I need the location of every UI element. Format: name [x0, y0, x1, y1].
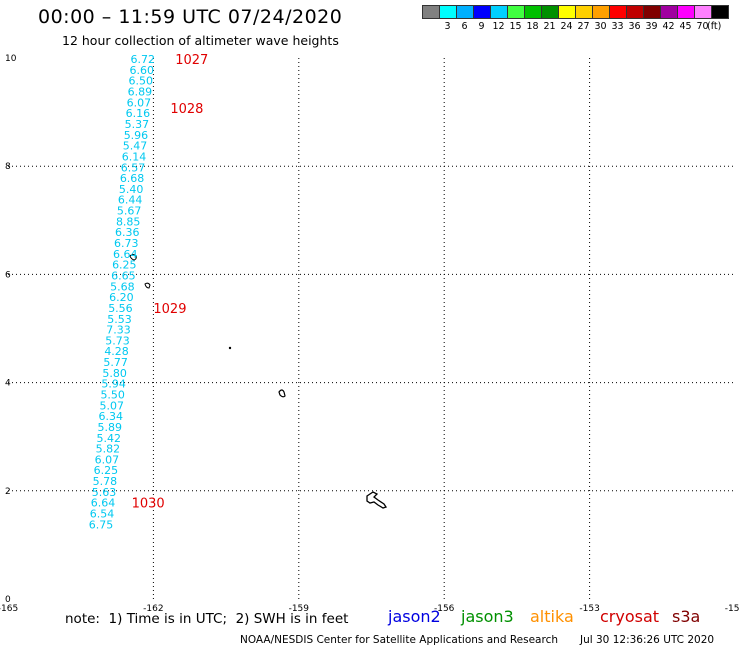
legend-label: 30 [594, 21, 607, 32]
wave-height-value: 6.07 [127, 96, 152, 109]
legend-label: 21 [543, 21, 556, 32]
wave-height-track: 6.726.606.506.896.076.165.375.965.476.14… [89, 53, 155, 531]
wave-height-value: 5.50 [100, 389, 125, 402]
legend-label: 42 [662, 21, 675, 32]
y-tick-label: 10 [5, 54, 17, 64]
wave-height-value: 5.68 [110, 280, 135, 293]
wave-height-value: 5.78 [93, 475, 118, 488]
wave-height-value: 6.50 [129, 75, 154, 88]
x-tick-label: -150 [725, 604, 740, 614]
wave-height-value: 6.73 [114, 237, 139, 250]
wave-height-value: 5.07 [99, 399, 124, 412]
track-time-label: 1027 [175, 53, 208, 68]
wave-height-value: 5.89 [98, 421, 123, 434]
wave-height-value: 5.94 [101, 378, 126, 391]
wave-height-value: 6.64 [113, 248, 138, 261]
y-tick-label: 4 [5, 379, 11, 389]
wave-height-value: 5.47 [123, 140, 148, 153]
legend-label: 70 [696, 21, 709, 32]
wave-height-value: 5.77 [103, 356, 128, 369]
wave-height-value: 5.67 [117, 205, 142, 218]
wave-height-value: 5.96 [124, 129, 149, 142]
wave-height-value: 6.57 [121, 161, 146, 174]
credit-line: NOAA/NESDIS Center for Satellite Applica… [240, 634, 558, 646]
satellite-label-cryosat: cryosat [600, 607, 660, 626]
wave-height-value: 5.42 [97, 432, 122, 445]
island-outline [366, 491, 388, 509]
legend-label: 18 [526, 21, 539, 32]
y-tick-label: 6 [5, 270, 11, 280]
wave-height-value: 5.73 [105, 334, 130, 347]
wave-height-value: 6.64 [91, 497, 116, 510]
wave-height-value: 6.07 [95, 453, 120, 466]
wave-height-value: 6.20 [109, 291, 134, 304]
island-outline [228, 346, 232, 350]
wave-height-value: 6.68 [120, 172, 145, 185]
island-outline [144, 282, 151, 289]
legend-label: 33 [611, 21, 624, 32]
map-axes: -165 -162 -159 -156 -153 -150 0 2 4 6 8 10 [0, 54, 740, 614]
wave-height-value: 6.65 [111, 269, 136, 282]
legend-label: 3 [444, 21, 451, 32]
wave-height-value: 6.36 [115, 226, 140, 239]
satellite-label-jason3: jason3 [461, 607, 514, 626]
wave-height-value: 6.14 [122, 150, 147, 163]
track-time-labels: 1027 1028 1029 1030 [132, 53, 209, 512]
satellite-label-s3a: s3a [672, 607, 701, 626]
satellite-label-jason2: jason2 [388, 607, 441, 626]
legend-swatch [711, 5, 729, 19]
wave-height-value: 6.75 [89, 518, 114, 531]
generation-timestamp: Jul 30 12:36:26 UTC 2020 [580, 634, 715, 646]
legend-label: 15 [509, 21, 522, 32]
wave-height-value: 6.25 [94, 464, 119, 477]
legend-label: 12 [492, 21, 505, 32]
wave-height-value: 5.80 [102, 367, 127, 380]
wave-height-value: 5.53 [107, 313, 132, 326]
island-outlines [129, 254, 388, 509]
legend-label: 24 [560, 21, 573, 32]
wave-height-value: 5.63 [92, 486, 117, 499]
wave-height-value: 6.54 [90, 508, 115, 521]
island-outline [278, 389, 286, 398]
legend-label: 27 [577, 21, 590, 32]
satellite-label-altika: altika [530, 607, 574, 626]
wave-height-value: 5.56 [108, 302, 133, 315]
legend-label: 39 [645, 21, 658, 32]
legend-label: 6 [461, 21, 468, 32]
wave-height-value: 6.60 [130, 64, 155, 77]
track-time-label: 1030 [132, 497, 165, 512]
x-tick-label: -162 [143, 604, 163, 614]
wave-height-value: 5.37 [125, 118, 150, 131]
wave-height-value: 7.33 [106, 324, 131, 337]
wave-height-value: 6.16 [126, 107, 151, 120]
footer-note: note: 1) Time is in UTC; 2) SWH is in fe… [65, 611, 349, 627]
wave-height-value: 6.72 [130, 53, 155, 66]
x-tick-label: -153 [579, 604, 599, 614]
x-tick-label: -159 [289, 604, 310, 614]
wave-height-value: 8.85 [116, 215, 141, 228]
wave-height-value: 6.34 [98, 410, 123, 423]
wave-height-value: 4.28 [104, 345, 129, 358]
map-subtitle: 12 hour collection of altimeter wave hei… [62, 33, 339, 48]
x-tick-label: -156 [434, 604, 455, 614]
track-time-label: 1028 [170, 102, 203, 117]
map-title: 00:00 – 11:59 UTC 07/24/2020 [38, 6, 343, 28]
wave-height-value: 6.25 [112, 259, 137, 272]
x-tick-label: -165 [0, 604, 18, 614]
track-time-label: 1029 [153, 302, 186, 317]
legend-label: 45 [679, 21, 692, 32]
y-tick-label: 0 [5, 595, 11, 605]
wave-height-value: 5.82 [96, 443, 121, 456]
y-tick-label: 8 [5, 162, 11, 172]
wave-height-value: 6.44 [118, 194, 143, 207]
y-tick-label: 2 [5, 487, 11, 497]
wave-height-value: 5.40 [119, 183, 144, 196]
legend-label: 9 [478, 21, 485, 32]
legend-label: 36 [628, 21, 641, 32]
legend-unit: (ft) [707, 21, 722, 32]
wave-height-value: 6.89 [128, 86, 153, 99]
island-outline [129, 254, 137, 261]
